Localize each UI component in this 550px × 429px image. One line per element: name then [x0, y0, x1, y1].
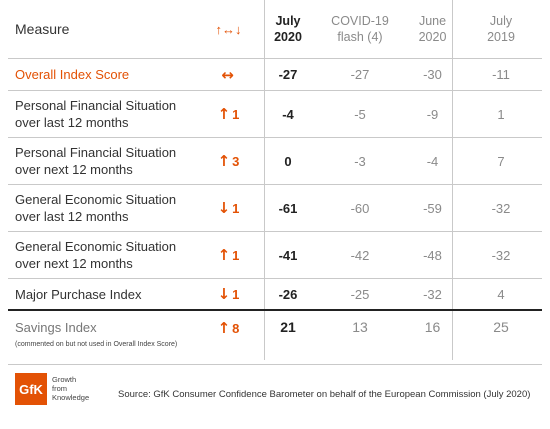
arrow-up-icon: ↑: [217, 105, 231, 123]
arrow-down-icon: ↓: [217, 199, 231, 217]
table-row: Major Purchase Index ↓ 1 -26 -25 -32 4: [8, 279, 542, 311]
value-cell: -11: [492, 67, 510, 82]
arrow-up-icon: ↑: [217, 319, 231, 337]
value-cell: -61: [278, 200, 298, 216]
arrow-up-icon: ↑: [217, 152, 231, 170]
trend-indicator: ↓ 1: [200, 199, 257, 217]
header-covid-flash: COVID-19 flash (4): [331, 14, 389, 44]
measure-label: General Economic Situation over last 12 m…: [15, 192, 177, 224]
column-divider: [452, 0, 453, 360]
trend-arrows-icon: ↑↔↓: [215, 21, 242, 37]
value-cell: -27: [350, 67, 370, 82]
header-july-2019: July 2019: [487, 14, 515, 44]
header-measure: Measure: [15, 20, 70, 37]
value-cell: -48: [423, 247, 442, 263]
value-cell: -32: [491, 247, 511, 263]
value-cell: -5: [354, 106, 366, 122]
trend-indicator: ↑ 3: [200, 152, 257, 170]
column-divider: [264, 0, 265, 360]
value-cell: -60: [350, 200, 370, 216]
value-cell: 16: [424, 319, 441, 335]
value-cell: 13: [352, 319, 368, 335]
value-cell: -3: [354, 153, 366, 169]
trend-indicator: ↑ 8: [200, 311, 257, 337]
value-cell: -32: [423, 286, 442, 302]
change-value: 3: [232, 153, 240, 169]
table-row: General Economic Situation over next 12 m…: [8, 232, 542, 279]
logo-tagline: Growth from Knowledge: [52, 375, 90, 402]
change-value: 8: [232, 320, 240, 336]
table-header: Measure ↑↔↓ July 2020 COVID-19 flash (4) J…: [8, 0, 542, 59]
value-cell: 21: [280, 319, 296, 335]
confidence-table: Measure ↑↔↓ July 2020 COVID-19 flash (4) J…: [8, 0, 542, 365]
trend-indicator: ↔: [200, 66, 257, 84]
value-cell: 0: [284, 153, 292, 169]
trend-indicator: ↑ 1: [200, 105, 257, 123]
footer: GfK Growth from Knowledge Source: GfK Co…: [0, 373, 550, 429]
change-value: 1: [232, 247, 240, 263]
source-note: Source: GfK Consumer Confidence Baromete…: [118, 389, 531, 400]
trend-indicator: ↓ 1: [200, 285, 257, 303]
change-value: 1: [232, 286, 240, 302]
measure-label: Personal Financial Situation over next 12…: [15, 145, 177, 177]
value-cell: -26: [278, 286, 298, 302]
measure-label: Savings Index (commented on but not used …: [15, 320, 178, 348]
table-row: Personal Financial Situation over next 12…: [8, 138, 542, 185]
measure-label: Overall Index Score: [15, 67, 130, 82]
gfk-logo: GfK: [15, 373, 47, 405]
value-cell: -9: [426, 106, 439, 122]
table-row: Personal Financial Situation over last 12…: [8, 91, 542, 138]
table-row: General Economic Situation over last 12 m…: [8, 185, 542, 232]
value-cell: 4: [497, 286, 505, 302]
value-cell: 25: [493, 319, 509, 335]
trend-indicator: ↑ 1: [200, 246, 257, 264]
value-cell: -59: [423, 200, 442, 216]
value-cell: -32: [491, 200, 511, 216]
value-cell: -42: [350, 247, 370, 263]
value-cell: -4: [282, 106, 294, 122]
value-cell: 7: [497, 153, 505, 169]
measure-label: Personal Financial Situation over last 12…: [15, 98, 177, 130]
arrow-up-icon: ↑: [217, 246, 231, 264]
change-value: 1: [232, 200, 240, 216]
value-cell: -30: [423, 67, 442, 82]
value-cell: -25: [350, 286, 370, 302]
measure-label: General Economic Situation over next 12 m…: [15, 239, 177, 271]
arrow-both-icon: ↔: [221, 65, 234, 84]
value-cell: -4: [426, 153, 439, 169]
value-cell: -27: [278, 67, 298, 82]
measure-label: Major Purchase Index: [15, 286, 142, 302]
change-value: 1: [232, 106, 240, 122]
value-cell: -41: [278, 247, 298, 263]
table-row: Savings Index (commented on but not used …: [8, 311, 542, 365]
value-cell: 1: [497, 106, 505, 122]
table-row: Overall Index Score ↔ -27 -27 -30 -11: [8, 59, 542, 91]
header-june-2020: June 2020: [418, 14, 447, 44]
header-july-2020: July 2020: [274, 14, 302, 44]
arrow-down-icon: ↓: [217, 285, 231, 303]
